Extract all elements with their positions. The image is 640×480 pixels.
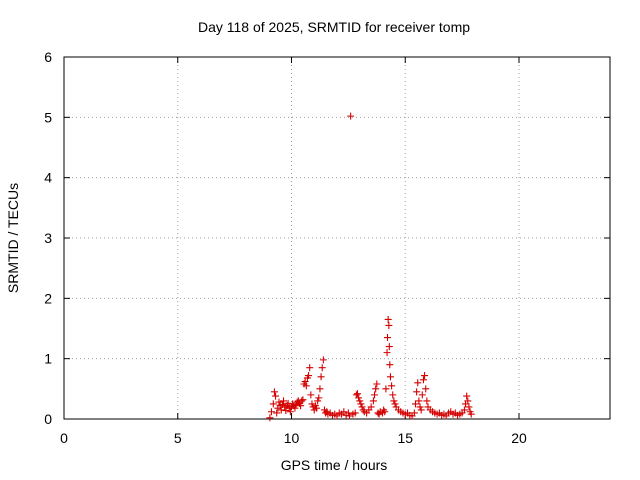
y-axis-label: SRMTID / TECUs xyxy=(5,183,21,293)
data-point xyxy=(419,376,427,384)
data-point xyxy=(344,409,352,417)
data-point xyxy=(297,402,305,410)
y-tick-label: 0 xyxy=(44,411,52,427)
data-point xyxy=(465,403,473,411)
data-point xyxy=(272,392,280,400)
x-tick-label: 5 xyxy=(174,430,182,446)
data-point xyxy=(351,409,359,417)
data-point xyxy=(308,400,316,408)
data-point xyxy=(385,321,393,329)
x-tick-label: 0 xyxy=(60,430,68,446)
x-tick-label: 15 xyxy=(397,430,413,446)
data-point xyxy=(355,394,363,402)
data-point xyxy=(415,397,423,405)
data-point xyxy=(386,361,394,369)
data-point xyxy=(418,391,426,399)
data-point xyxy=(269,400,277,408)
data-point xyxy=(319,356,327,364)
data-point xyxy=(384,315,392,323)
y-tick-label: 5 xyxy=(44,109,52,125)
data-point xyxy=(464,397,472,405)
data-point xyxy=(384,334,392,342)
x-tick-label: 20 xyxy=(511,430,527,446)
data-point xyxy=(410,409,418,417)
data-point xyxy=(316,385,324,393)
x-axis-label: GPS time / hours xyxy=(281,457,388,473)
data-point xyxy=(380,406,388,414)
data-point xyxy=(306,364,314,372)
data-point xyxy=(389,391,397,399)
data-point xyxy=(301,378,309,386)
data-point xyxy=(314,397,322,405)
data-point xyxy=(416,403,424,411)
data-point xyxy=(414,379,422,387)
data-point xyxy=(299,396,307,404)
data-point xyxy=(372,385,380,393)
data-point xyxy=(305,372,313,380)
data-point xyxy=(291,404,299,412)
data-point xyxy=(346,412,354,420)
data-point xyxy=(280,397,288,405)
data-point xyxy=(391,400,399,408)
data-point xyxy=(277,406,285,414)
data-point xyxy=(373,380,381,388)
axis-ticks: 0 5 10 15 20 0 1 2 3 4 5 6 xyxy=(44,49,610,446)
data-point xyxy=(298,397,306,405)
data-point xyxy=(284,399,292,407)
data-point xyxy=(422,385,430,393)
data-point xyxy=(367,403,375,411)
data-point xyxy=(411,400,419,408)
data-point xyxy=(302,382,310,390)
data-point xyxy=(270,388,278,396)
data-point xyxy=(388,382,396,390)
data-point xyxy=(315,394,323,402)
data-point xyxy=(423,397,431,405)
y-tick-label: 4 xyxy=(44,170,52,186)
data-point xyxy=(286,408,294,416)
data-point xyxy=(273,409,281,417)
chart-title: Day 118 of 2025, SRMTID for receiver tom… xyxy=(198,19,470,35)
data-point xyxy=(385,343,393,351)
grid xyxy=(64,57,610,419)
data-point xyxy=(307,391,315,399)
data-point xyxy=(460,406,468,414)
data-point xyxy=(381,408,389,416)
x-tick-label: 10 xyxy=(284,430,300,446)
data-point xyxy=(463,392,471,400)
data-point xyxy=(267,408,275,416)
data-point xyxy=(357,400,365,408)
y-tick-label: 2 xyxy=(44,290,52,306)
data-points xyxy=(266,112,475,422)
y-tick-label: 3 xyxy=(44,230,52,246)
data-point xyxy=(340,408,348,416)
data-point xyxy=(369,397,377,405)
data-point xyxy=(347,112,355,120)
data-point xyxy=(421,372,429,380)
data-point xyxy=(313,404,321,412)
data-point xyxy=(371,391,379,399)
data-point xyxy=(413,388,421,396)
data-point xyxy=(358,403,366,411)
data-point xyxy=(356,397,364,405)
data-point xyxy=(266,414,274,422)
data-point xyxy=(390,397,398,405)
data-point xyxy=(353,390,361,398)
data-point xyxy=(317,373,325,381)
data-point xyxy=(467,410,475,418)
data-point xyxy=(318,364,326,372)
data-point xyxy=(386,373,394,381)
data-point xyxy=(383,349,391,357)
y-tick-label: 6 xyxy=(44,49,52,65)
data-point xyxy=(382,385,390,393)
data-point xyxy=(417,406,425,414)
y-tick-label: 1 xyxy=(44,351,52,367)
